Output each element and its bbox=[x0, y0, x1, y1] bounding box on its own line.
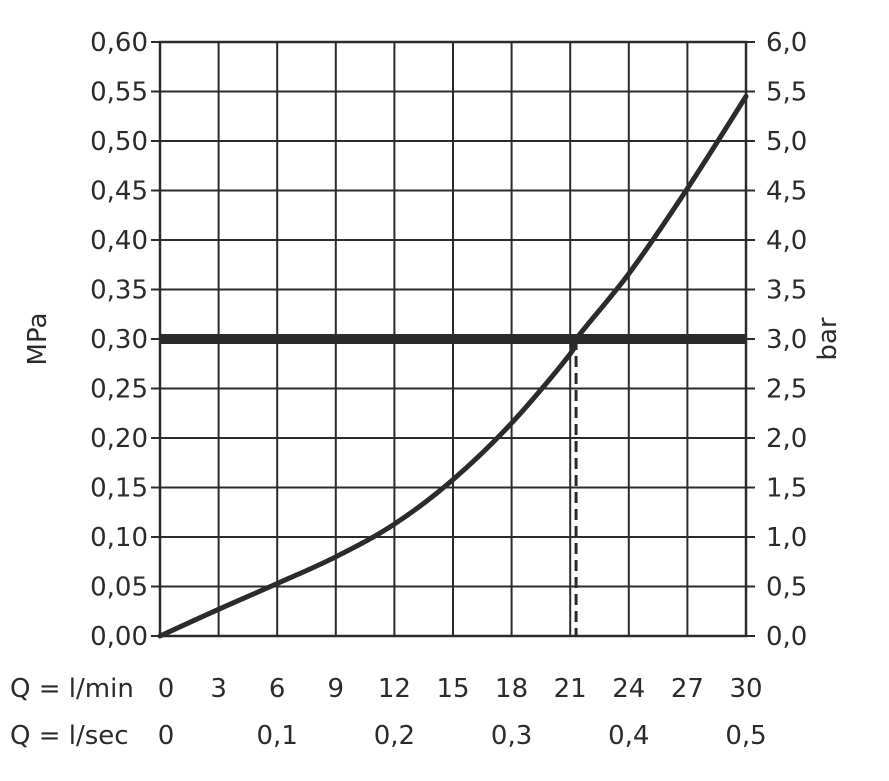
x-tick-label-lmin: 21 bbox=[554, 674, 587, 704]
x-tick-label-lsec: 0,5 bbox=[725, 721, 766, 751]
left-tick-label: 0,00 bbox=[90, 622, 148, 652]
x-tick-label-lmin: 9 bbox=[328, 674, 345, 704]
left-tick-label: 0,35 bbox=[90, 276, 148, 306]
right-tick-label: 1,0 bbox=[766, 523, 807, 553]
x-tick-label-lmin: 15 bbox=[436, 674, 469, 704]
right-tick-label: 2,0 bbox=[766, 424, 807, 454]
x-tick-label-lmin: 3 bbox=[210, 674, 227, 704]
left-tick-label: 0,05 bbox=[90, 573, 148, 603]
left-tick-label: 0,25 bbox=[90, 375, 148, 405]
left-tick-label: 0,10 bbox=[90, 523, 148, 553]
pressure-flow-curve bbox=[157, 93, 749, 639]
right-tick-label: 6,0 bbox=[766, 28, 807, 58]
x-tick-label-lsec: 0,1 bbox=[257, 721, 298, 751]
x-tick-label-lsec: 0,4 bbox=[608, 721, 649, 751]
right-tick-label: 2,5 bbox=[766, 375, 807, 405]
reference-line-group bbox=[160, 334, 746, 636]
x-axis-row-label: Q = l/min bbox=[10, 674, 134, 704]
left-tick-label: 0,55 bbox=[90, 78, 148, 108]
x-tick-label-lsec: 0,3 bbox=[491, 721, 532, 751]
x-axis-row-label: Q = l/sec bbox=[10, 721, 129, 751]
x-axis: Q = l/min 0 3 6 9 12 15 18 21 24 27 30 Q = l/sec 0 0,1… bbox=[10, 674, 767, 751]
right-tick-label: 5,5 bbox=[766, 78, 807, 108]
x-tick-label-lmin: 0 bbox=[158, 674, 175, 704]
left-tick-label: 0,15 bbox=[90, 474, 148, 504]
right-tick-label: 4,0 bbox=[766, 226, 807, 256]
right-tick-label: 1,5 bbox=[766, 474, 807, 504]
left-tick-label: 0,30 bbox=[90, 325, 148, 355]
left-tick-label: 0,50 bbox=[90, 127, 148, 157]
right-tick-label: 0,0 bbox=[766, 622, 807, 652]
x-tick-label-lmin: 30 bbox=[729, 674, 762, 704]
left-tick-label: 0,45 bbox=[90, 177, 148, 207]
x-tick-label-lmin: 24 bbox=[612, 674, 645, 704]
left-tick-label: 0,60 bbox=[90, 28, 148, 58]
right-tick-label: 4,5 bbox=[766, 177, 807, 207]
x-tick-label-lmin: 6 bbox=[269, 674, 286, 704]
curve-group bbox=[157, 93, 749, 639]
right-tick-label: 5,0 bbox=[766, 127, 807, 157]
x-tick-label-lmin: 12 bbox=[378, 674, 411, 704]
right-tick-label: 0,5 bbox=[766, 573, 807, 603]
x-tick-label-lmin: 27 bbox=[671, 674, 704, 704]
x-tick-label-lsec: 0 bbox=[158, 721, 175, 751]
right-tick-label: 3,0 bbox=[766, 325, 807, 355]
right-axis: 0,0 0,5 1,0 1,5 2,0 2,5 3,0 3,5 4,0 4,5 5,0 5,5 6,0 bbox=[746, 28, 807, 652]
x-tick-label-lsec: 0,2 bbox=[374, 721, 415, 751]
left-tick-label: 0,20 bbox=[90, 424, 148, 454]
right-tick-label: 3,5 bbox=[766, 276, 807, 306]
left-axis-label: MPa bbox=[23, 313, 53, 366]
right-axis-label: bar bbox=[813, 317, 843, 360]
x-tick-label-lmin: 18 bbox=[495, 674, 528, 704]
left-tick-label: 0,40 bbox=[90, 226, 148, 256]
left-axis: 0,00 0,05 0,10 0,15 0,20 0,25 0,30 0,35 0,40 0,45… bbox=[90, 28, 160, 652]
